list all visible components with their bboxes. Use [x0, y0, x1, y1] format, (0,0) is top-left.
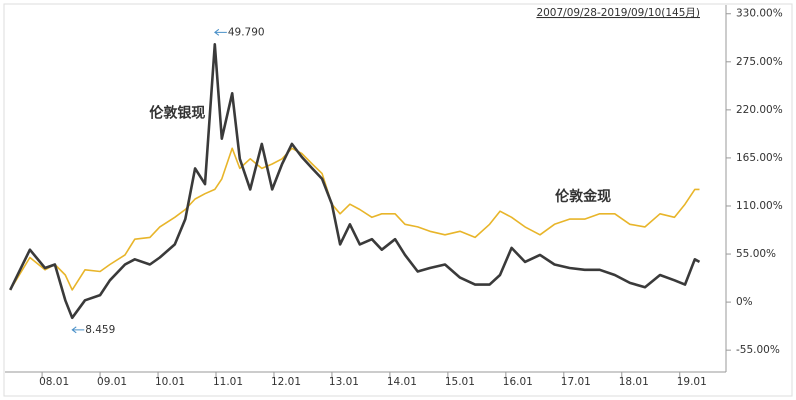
x-tick-label: 16.01	[503, 376, 533, 388]
y-tick-label: -55.00%	[736, 344, 780, 356]
y-tick-label: 220.00%	[736, 104, 783, 116]
x-tick-label: 14.01	[387, 376, 417, 388]
annotation: 49.790	[228, 26, 265, 38]
y-tick-label: 330.00%	[736, 8, 783, 20]
y-tick-label: 110.00%	[736, 200, 783, 212]
x-tick-label: 12.01	[271, 376, 301, 388]
annotation-arrow	[214, 28, 227, 36]
x-tick-label: 11.01	[213, 376, 243, 388]
series-label: 伦敦银现	[149, 104, 205, 121]
y-tick-label: 165.00%	[736, 152, 783, 164]
annotation: 8.459	[85, 324, 115, 336]
x-tick-label: 08.01	[39, 376, 69, 388]
x-tick-label: 10.01	[155, 376, 185, 388]
annotation-arrow	[71, 326, 85, 334]
y-tick-label: 275.00%	[736, 56, 783, 68]
x-tick-label: 13.01	[329, 376, 359, 388]
date-range: 2007/09/28-2019/09/10(145月)	[536, 7, 700, 19]
series-label: 伦敦金现	[555, 188, 611, 205]
x-tick-label: 17.01	[561, 376, 591, 388]
x-tick-label: 19.01	[677, 376, 707, 388]
x-tick-label: 18.01	[619, 376, 649, 388]
x-tick-label: 09.01	[97, 376, 127, 388]
x-tick-label: 15.01	[445, 376, 475, 388]
frame	[3, 3, 793, 397]
series-line	[9, 43, 701, 320]
y-tick-label: 55.00%	[736, 248, 776, 260]
y-tick-label: 0%	[736, 296, 753, 308]
